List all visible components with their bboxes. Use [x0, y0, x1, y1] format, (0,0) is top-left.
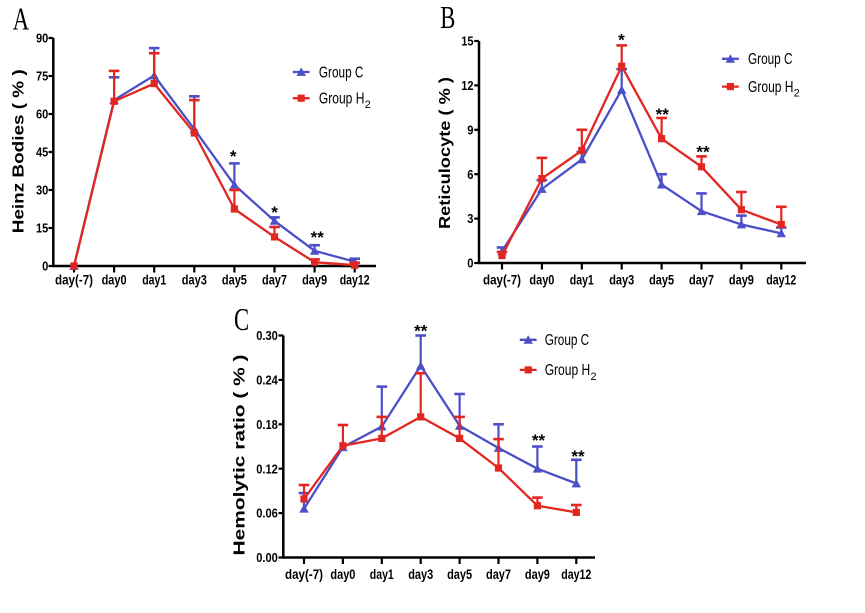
- svg-text:day5: day5: [447, 567, 472, 582]
- svg-text:day7: day7: [689, 273, 714, 288]
- svg-text:15: 15: [36, 221, 48, 236]
- svg-text:12: 12: [461, 78, 473, 93]
- svg-text:Heinz Bodies ( % ): Heinz Bodies ( % ): [10, 69, 27, 233]
- svg-text:day7: day7: [262, 273, 287, 288]
- svg-text:15: 15: [461, 34, 473, 49]
- svg-text:2: 2: [365, 99, 371, 111]
- svg-text:0.12: 0.12: [256, 461, 278, 476]
- svg-text:day0: day0: [529, 273, 554, 288]
- svg-text:0.24: 0.24: [256, 373, 278, 388]
- svg-text:Group H: Group H: [545, 362, 591, 379]
- svg-text:day(-7): day(-7): [483, 273, 521, 288]
- svg-text:Group H: Group H: [748, 79, 794, 96]
- svg-text:day1: day1: [370, 567, 394, 582]
- svg-text:60: 60: [36, 107, 48, 122]
- svg-text:**: **: [656, 105, 670, 124]
- svg-text:*: *: [271, 203, 278, 222]
- svg-text:**: **: [532, 431, 546, 450]
- svg-text:day5: day5: [649, 273, 674, 288]
- svg-text:2: 2: [591, 371, 597, 383]
- svg-text:Group H: Group H: [319, 91, 365, 108]
- svg-text:Group C: Group C: [319, 64, 364, 81]
- svg-text:day9: day9: [302, 273, 327, 288]
- svg-text:day1: day1: [142, 273, 166, 288]
- svg-text:day5: day5: [222, 273, 247, 288]
- svg-text:45: 45: [36, 145, 48, 160]
- svg-text:day9: day9: [729, 273, 754, 288]
- svg-text:Reticulocyte ( % ): Reticulocyte ( % ): [437, 77, 454, 229]
- svg-text:Group C: Group C: [748, 51, 793, 68]
- svg-text:0: 0: [467, 256, 473, 271]
- svg-text:**: **: [571, 447, 585, 466]
- svg-text:0: 0: [42, 259, 48, 274]
- svg-text:90: 90: [36, 31, 48, 46]
- svg-text:**: **: [311, 228, 325, 247]
- svg-text:day(-7): day(-7): [55, 273, 93, 288]
- svg-text:30: 30: [36, 183, 48, 198]
- svg-text:*: *: [618, 31, 625, 50]
- svg-text:Hemolytic ratio ( % ): Hemolytic ratio ( % ): [232, 355, 249, 556]
- svg-text:**: **: [414, 322, 428, 341]
- svg-text:B: B: [440, 1, 455, 35]
- svg-text:day12: day12: [561, 567, 591, 582]
- svg-text:day9: day9: [525, 567, 550, 582]
- svg-text:75: 75: [36, 69, 48, 84]
- svg-text:Group C: Group C: [545, 332, 590, 349]
- svg-text:3: 3: [467, 211, 473, 226]
- svg-text:day0: day0: [102, 273, 127, 288]
- svg-text:0.06: 0.06: [256, 506, 278, 521]
- svg-text:day3: day3: [408, 567, 433, 582]
- svg-text:day1: day1: [570, 273, 594, 288]
- svg-text:*: *: [230, 147, 237, 166]
- svg-text:6: 6: [467, 167, 473, 182]
- svg-text:0.18: 0.18: [256, 417, 278, 432]
- svg-text:day3: day3: [609, 273, 634, 288]
- svg-text:0.00: 0.00: [256, 550, 278, 565]
- svg-text:day0: day0: [330, 567, 355, 582]
- svg-text:9: 9: [467, 122, 473, 137]
- svg-text:day12: day12: [766, 273, 796, 288]
- svg-text:**: **: [696, 143, 710, 162]
- svg-text:day3: day3: [182, 273, 207, 288]
- svg-text:day(-7): day(-7): [285, 567, 323, 582]
- svg-text:0.30: 0.30: [256, 328, 278, 343]
- svg-text:A: A: [13, 2, 30, 36]
- svg-text:day7: day7: [486, 567, 511, 582]
- svg-text:C: C: [234, 303, 249, 337]
- svg-text:day12: day12: [340, 273, 370, 288]
- svg-text:2: 2: [794, 88, 800, 100]
